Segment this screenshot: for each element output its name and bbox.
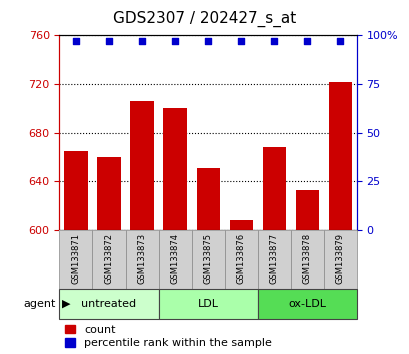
Bar: [59, 289, 158, 319]
Text: GSM133876: GSM133876: [236, 233, 245, 284]
Text: GDS2307 / 202427_s_at: GDS2307 / 202427_s_at: [113, 11, 296, 27]
Point: [204, 38, 211, 44]
Point: [106, 38, 112, 44]
Text: GSM133879: GSM133879: [335, 233, 344, 284]
Bar: [262, 147, 285, 230]
Bar: [130, 101, 153, 230]
Text: GSM133878: GSM133878: [302, 233, 311, 284]
Bar: [196, 168, 219, 230]
Text: untreated: untreated: [81, 298, 136, 309]
Text: GSM133875: GSM133875: [203, 233, 212, 284]
Text: GSM133877: GSM133877: [269, 233, 278, 284]
Bar: [97, 157, 120, 230]
Bar: [92, 230, 125, 289]
Text: ▶: ▶: [61, 298, 70, 309]
Point: [303, 38, 310, 44]
Point: [171, 38, 178, 44]
Bar: [257, 289, 356, 319]
Text: GSM133874: GSM133874: [170, 233, 179, 284]
Point: [72, 38, 79, 44]
Bar: [158, 230, 191, 289]
Text: GSM133871: GSM133871: [71, 233, 80, 284]
Bar: [323, 230, 356, 289]
Bar: [328, 82, 351, 230]
Text: LDL: LDL: [197, 298, 218, 309]
Text: ox-LDL: ox-LDL: [288, 298, 326, 309]
Bar: [125, 230, 158, 289]
Point: [237, 38, 244, 44]
Bar: [295, 190, 318, 230]
Point: [336, 38, 343, 44]
Text: agent: agent: [23, 298, 55, 309]
Point: [270, 38, 277, 44]
Bar: [191, 230, 224, 289]
Text: GSM133872: GSM133872: [104, 233, 113, 284]
Bar: [224, 230, 257, 289]
Point: [138, 38, 145, 44]
Legend: count, percentile rank within the sample: count, percentile rank within the sample: [65, 325, 271, 348]
Text: GSM133873: GSM133873: [137, 233, 146, 284]
Bar: [59, 230, 92, 289]
Bar: [64, 151, 87, 230]
Bar: [163, 108, 186, 230]
Bar: [229, 220, 252, 230]
Bar: [158, 289, 257, 319]
Bar: [257, 230, 290, 289]
Bar: [290, 230, 323, 289]
